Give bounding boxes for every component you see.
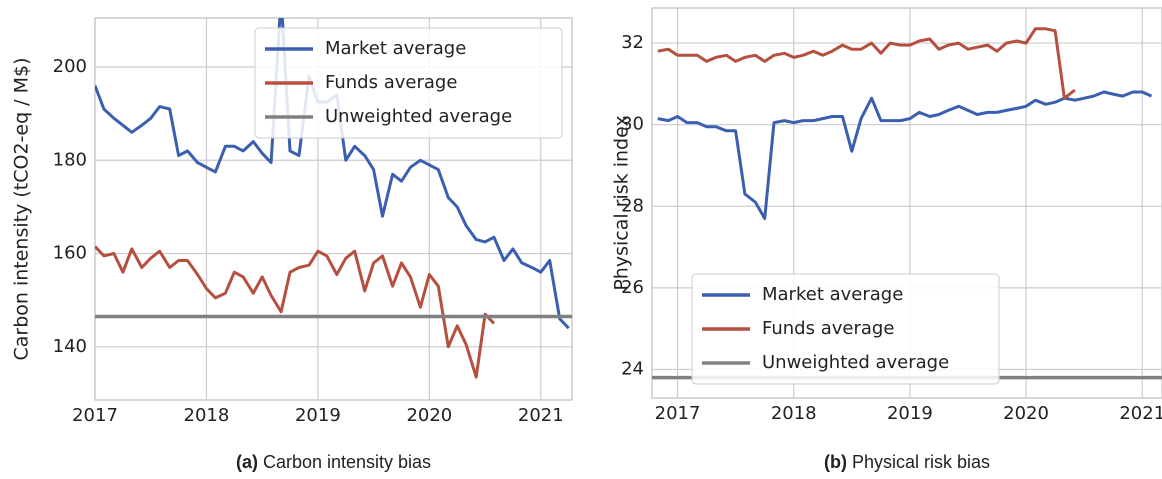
y-tick-label: 200 [53, 56, 87, 77]
panel: 24 26 28 30 32 2017 2018 2019 2020 2021 Physical r… [611, 7, 1162, 424]
legend-label: Market average [762, 284, 903, 305]
figure: 140 160 180 200 2017 2018 2019 2020 2021 Carbon i… [11, 7, 1162, 426]
legend-label: Unweighted average [762, 352, 949, 373]
x-tick-label: 2018 [771, 403, 817, 424]
y-tick-label: 180 [53, 149, 87, 170]
y-tick-label: 24 [621, 358, 644, 379]
series-line [657, 27, 1076, 100]
caption-label: (b) [823, 452, 847, 472]
y-tick-label: 28 [621, 195, 644, 216]
y-tick-label: 140 [53, 336, 87, 357]
caption-a: (a) Carbon intensity bias [95, 452, 572, 473]
y-tick-label: 160 [53, 243, 87, 264]
x-tick-label: 2020 [1003, 403, 1049, 424]
axes-frame [94, 17, 573, 401]
legend-label: Funds average [762, 318, 894, 339]
legend-label: Funds average [325, 72, 457, 93]
axes-frame [651, 7, 1162, 399]
legend: Market average Funds average Unweighted av… [691, 273, 1000, 385]
x-tick-label: 2021 [518, 405, 564, 426]
x-tick-label: 2019 [295, 405, 341, 426]
y-axis-label: Physical risk index [611, 115, 633, 290]
x-tick-label: 2017 [72, 405, 118, 426]
caption-label: (a) [235, 452, 258, 472]
x-tick-label: 2019 [887, 403, 933, 424]
x-tick-label: 2021 [1119, 403, 1162, 424]
legend-box [691, 273, 1000, 385]
legend: Market average Funds average Unweighted av… [254, 27, 563, 139]
caption-text: Physical risk bias [851, 452, 991, 472]
legend-box [254, 27, 563, 139]
legend-label: Unweighted average [325, 106, 512, 127]
series-line [657, 90, 1153, 220]
x-tick-label: 2018 [184, 405, 230, 426]
x-tick-label: 2020 [406, 405, 452, 426]
legend-label: Market average [325, 38, 466, 59]
x-tick-label: 2017 [655, 403, 701, 424]
y-tick-label: 26 [621, 277, 644, 298]
caption-text: Carbon intensity bias [262, 452, 432, 472]
y-axis-label: Carbon intensity (tCO2-eq / M$) [11, 57, 33, 360]
panel: 140 160 180 200 2017 2018 2019 2020 2021 Carbon i… [11, 17, 573, 426]
caption-b: (b) Physical risk bias [652, 452, 1162, 473]
y-tick-label: 30 [621, 114, 644, 135]
y-tick-label: 32 [621, 32, 644, 53]
series-line [95, 245, 496, 379]
